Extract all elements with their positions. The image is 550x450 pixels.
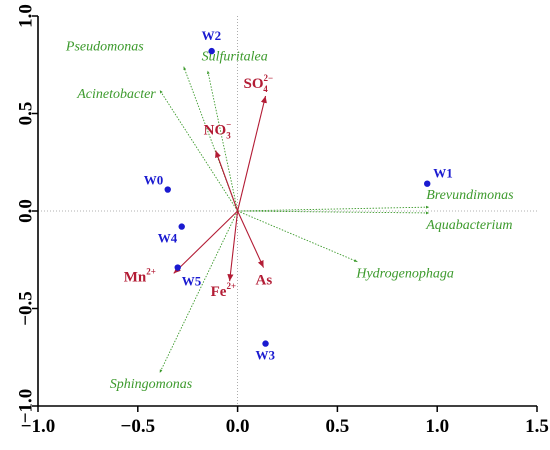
genus-label-sulfuritalea: Sulfuritalea [202, 50, 268, 65]
genus-label-acinetobacter: Acinetobacter [76, 87, 156, 102]
site-label-w4: W4 [158, 231, 178, 246]
x-tick-label: 0.0 [226, 416, 250, 437]
genus-arrow-brevundimonas [237, 205, 430, 212]
point-labels: Pseudomonas Sulfuritalea Acinetobacter Brev… [65, 28, 514, 392]
site-point-w4 [178, 223, 185, 230]
x-tick-label: 1.0 [425, 416, 449, 437]
site-label-w1: W1 [433, 166, 453, 181]
environment-arrows [173, 95, 267, 282]
genus-arrow-acinetobacter [159, 89, 238, 212]
x-tick-label: −0.5 [121, 416, 156, 437]
zero-reference-lines [38, 16, 537, 406]
env-arrow-as [237, 210, 265, 268]
genus-label-pseudomonas: Pseudomonas [65, 40, 144, 55]
site-label-w5: W5 [182, 274, 202, 289]
x-tick-label: 0.5 [326, 416, 350, 437]
genus-label-hydrogenophaga: Hydrogenophaga [355, 267, 453, 282]
site-point-w1 [424, 180, 431, 187]
y-tick-label: 1.0 [16, 4, 37, 28]
env-arrow-so4 [237, 95, 267, 212]
genus-label-sphingomonas: Sphingomonas [110, 377, 193, 392]
env-arrow-mn [173, 210, 238, 274]
axes: −1.0 −0.5 0.0 0.5 1.0 1.5 1.0 0.5 0.0 −0.5 −1.0 [16, 4, 549, 437]
site-label-w2: W2 [202, 28, 222, 43]
site-points [164, 47, 431, 347]
site-point-w0 [164, 186, 171, 193]
genus-arrow-hydrogenophaga [237, 210, 358, 263]
genus-arrow-sulfuritalea [206, 70, 239, 212]
y-tick-label: 0.0 [16, 199, 37, 223]
env-label-mn: Mn2+ [124, 266, 156, 285]
env-label-so4: SO2− 4 [244, 73, 274, 94]
site-point-w3 [262, 340, 269, 347]
env-label-as: As [256, 273, 273, 289]
env-arrow-no3 [215, 150, 239, 212]
env-arrow-fe [227, 210, 239, 282]
site-point-w5 [174, 264, 181, 271]
env-label-no3: NO− 3 [204, 120, 232, 141]
genus-label-aquabacterium: Aquabacterium [425, 218, 512, 233]
x-tick-label: −1.0 [21, 416, 56, 437]
genus-arrow-aquabacterium [237, 210, 430, 215]
y-tick-label: −1.0 [16, 389, 37, 424]
y-tick-label: 0.5 [16, 102, 37, 126]
y-tick-label: −0.5 [16, 291, 37, 326]
site-point-w2 [208, 47, 215, 55]
site-label-w0: W0 [144, 173, 164, 188]
genus-arrows [159, 66, 430, 374]
env-label-fe: Fe2+ [211, 281, 236, 300]
site-label-w3: W3 [256, 348, 276, 363]
genus-label-brevundimonas: Brevundimonas [426, 188, 514, 203]
x-tick-label: 1.5 [525, 416, 549, 437]
